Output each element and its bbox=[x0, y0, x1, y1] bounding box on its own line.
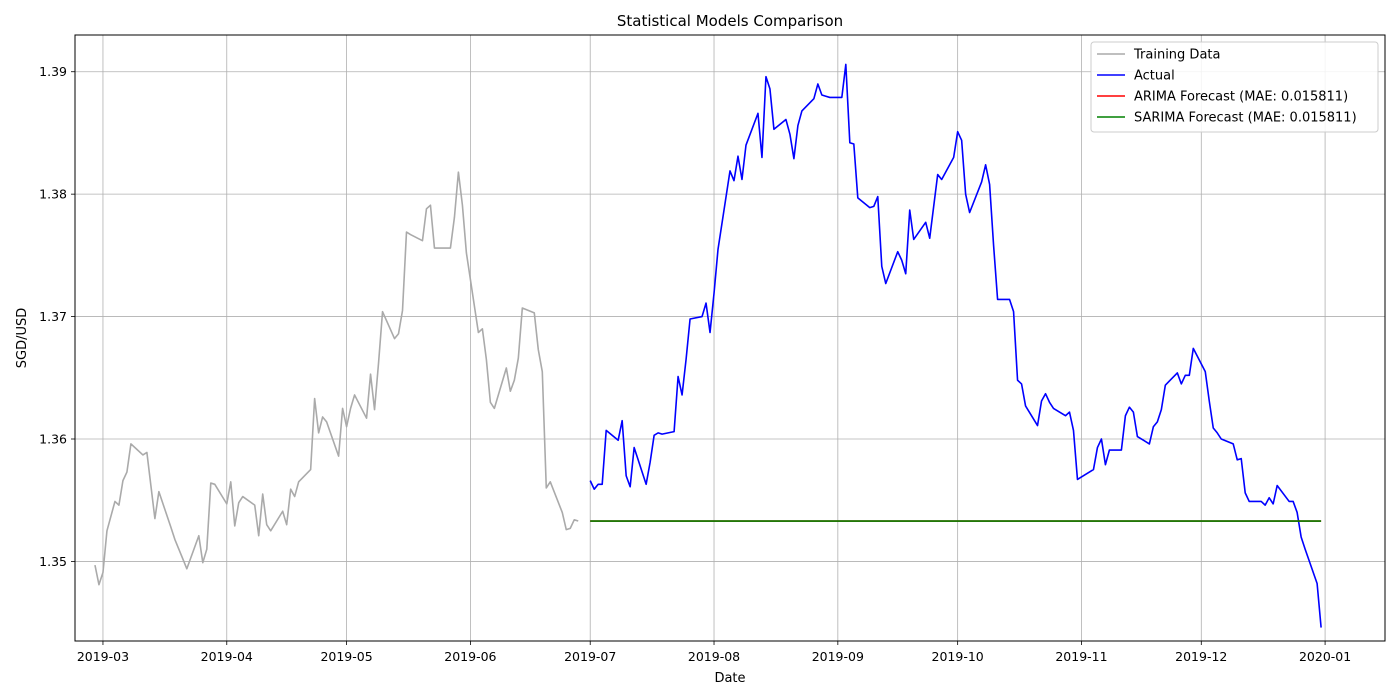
legend-label: ARIMA Forecast (MAE: 0.015811) bbox=[1134, 90, 1348, 105]
x-tick-label: 2019-11 bbox=[1055, 649, 1107, 664]
legend-box bbox=[1090, 41, 1379, 133]
x-tick-label: 2020-01 bbox=[1299, 649, 1351, 664]
x-tick-label: 2019-12 bbox=[1175, 649, 1227, 664]
x-tick-label: 2019-06 bbox=[444, 649, 496, 664]
x-tick-label: 2019-04 bbox=[201, 649, 253, 664]
y-tick-label: 1.39 bbox=[39, 64, 67, 79]
y-axis: 1.35 1.36 1.37 1.38 1.39 bbox=[39, 64, 75, 569]
x-tick-label: 2019-03 bbox=[77, 649, 129, 664]
legend-label: SARIMA Forecast (MAE: 0.015811) bbox=[1134, 111, 1357, 126]
x-tick-label: 2019-05 bbox=[320, 649, 372, 664]
x-tick-label: 2019-07 bbox=[564, 649, 616, 664]
series-layer bbox=[94, 63, 1322, 628]
series-line-1 bbox=[589, 63, 1322, 628]
grid bbox=[75, 35, 1385, 641]
y-axis-label: SGD/USD bbox=[15, 308, 30, 369]
legend-label: Training Data bbox=[1133, 48, 1220, 63]
series-line-0 bbox=[94, 171, 579, 586]
y-tick-label: 1.36 bbox=[39, 432, 67, 447]
y-tick-label: 1.37 bbox=[39, 309, 67, 324]
x-axis-label: Date bbox=[714, 671, 745, 686]
x-tick-label: 2019-08 bbox=[688, 649, 740, 664]
y-tick-label: 1.38 bbox=[39, 187, 67, 202]
y-tick-label: 1.35 bbox=[39, 554, 67, 569]
plot-frame bbox=[74, 34, 1386, 642]
chart-title: Statistical Models Comparison bbox=[617, 12, 843, 30]
legend: Training Data Actual ARIMA Forecast (MAE: … bbox=[1090, 41, 1379, 133]
x-tick-label: 2019-09 bbox=[812, 649, 864, 664]
legend-label: Actual bbox=[1134, 69, 1175, 84]
x-tick-label: 2019-10 bbox=[932, 649, 984, 664]
x-axis: 2019-03 2019-04 2019-05 2019-06 2019-07 2019-… bbox=[77, 641, 1351, 664]
